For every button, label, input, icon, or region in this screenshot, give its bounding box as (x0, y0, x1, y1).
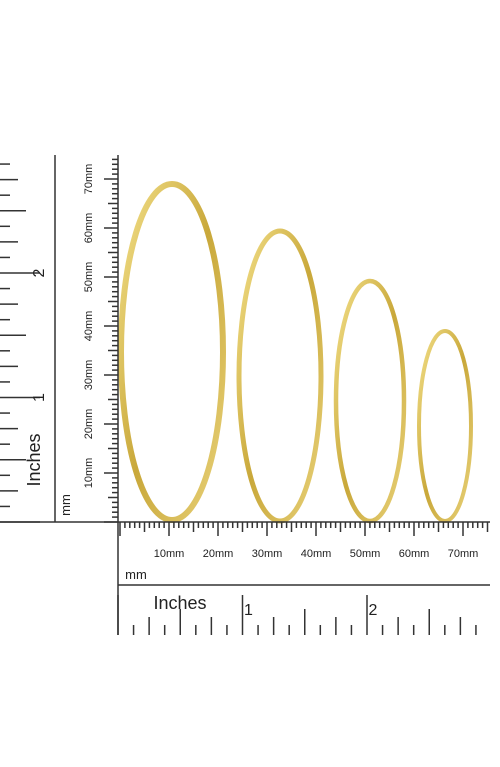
mm-label: 60mm (399, 548, 430, 560)
hoop (333, 278, 407, 524)
mm-label: 50mm (350, 548, 381, 560)
rulers (0, 155, 490, 635)
mm-label: 70mm (83, 164, 95, 195)
unit-label: mm (58, 494, 73, 516)
mm-label: 70mm (448, 548, 479, 560)
mm-label: 50mm (83, 262, 95, 293)
mm-label: 60mm (83, 213, 95, 244)
hoop (417, 329, 473, 523)
inch-number: 2 (31, 268, 48, 277)
hoop (236, 228, 324, 524)
unit-label: mm (125, 567, 147, 582)
inch-number: 1 (244, 602, 253, 619)
inch-number: 2 (369, 602, 378, 619)
unit-label: Inches (24, 433, 44, 486)
mm-label: 40mm (301, 548, 332, 560)
unit-label: Inches (153, 593, 206, 613)
mm-label: 20mm (203, 548, 234, 560)
mm-label: 10mm (83, 458, 95, 489)
mm-label: 40mm (83, 311, 95, 342)
mm-label: 20mm (83, 409, 95, 440)
hoop (118, 181, 226, 523)
hoops (118, 181, 473, 524)
mm-label: 30mm (252, 548, 283, 560)
mm-label: 30mm (83, 360, 95, 391)
mm-label: 10mm (154, 548, 185, 560)
inch-number: 1 (31, 393, 48, 402)
